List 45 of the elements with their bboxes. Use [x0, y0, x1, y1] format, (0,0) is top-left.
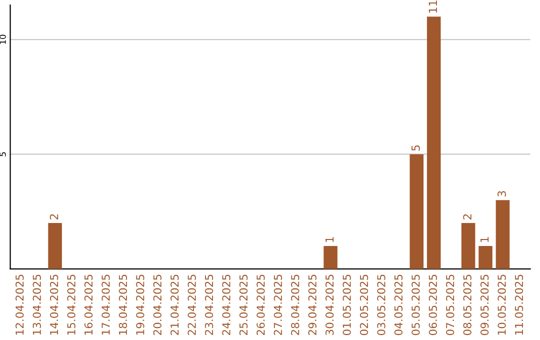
- x-tick-label: 28.04.2025: [291, 274, 300, 336]
- x-tick-label: 11.05.2025: [514, 274, 524, 335]
- x-tick-label: 14.04.2025: [50, 274, 58, 335]
- x-tick-label: 18.04.2025: [118, 274, 128, 335]
- x-tick-label: 12.04.2025: [16, 274, 24, 335]
- x-tick-label: 04.05.2025: [394, 274, 403, 336]
- bar: [410, 154, 424, 269]
- x-tick-label: 09.05.2025: [480, 274, 489, 336]
- x-tick-label: 17.04.2025: [102, 274, 110, 335]
- bar: [48, 223, 62, 269]
- x-tick-label: 25.04.2025: [239, 274, 248, 336]
- x-tick-label: 13.04.2025: [32, 274, 41, 335]
- x-tick-label: 27.04.2025: [274, 274, 282, 336]
- data-label: 3: [498, 191, 506, 196]
- x-tick-label: 29.04.2025: [308, 274, 316, 336]
- x-tick-label: 20.04.2025: [153, 274, 162, 336]
- data-label: 1: [480, 237, 489, 242]
- bar: [478, 246, 492, 269]
- data-label: 11: [428, 0, 437, 13]
- bar: [461, 223, 476, 269]
- x-tick-label: 24.04.2025: [222, 274, 230, 336]
- bar: [496, 200, 510, 269]
- x-tick-label: 02.05.2025: [360, 274, 368, 336]
- data-label: 5: [412, 145, 420, 151]
- x-tick-label: 03.05.2025: [377, 274, 386, 336]
- x-tick-label: 19.04.2025: [136, 274, 144, 335]
- x-tick-label: 05.05.2025: [412, 274, 420, 336]
- x-tick-label: 06.05.2025: [428, 274, 437, 336]
- y-tick-label: 10: [0, 34, 6, 44]
- data-label: 1: [326, 237, 334, 242]
- x-tick-label: 30.04.2025: [325, 274, 334, 336]
- x-tick-label: 22.04.2025: [188, 274, 196, 336]
- x-tick-label: 26.04.2025: [256, 274, 265, 336]
- data-label: 2: [463, 214, 472, 220]
- x-tick-label: 15.04.2025: [67, 274, 76, 335]
- bar: [324, 246, 338, 269]
- x-tick-label: 08.05.2025: [463, 274, 472, 336]
- data-label: 2: [50, 214, 58, 220]
- x-tick-label: 23.04.2025: [204, 274, 214, 336]
- x-tick-label: 10.05.2025: [498, 274, 506, 335]
- x-tick-label: 07.05.2025: [446, 274, 454, 336]
- x-tick-label: 16.04.2025: [84, 274, 93, 335]
- bar: [426, 16, 441, 269]
- x-tick-label: 21.04.2025: [170, 274, 179, 336]
- x-tick-label: 01.05.2025: [342, 274, 351, 336]
